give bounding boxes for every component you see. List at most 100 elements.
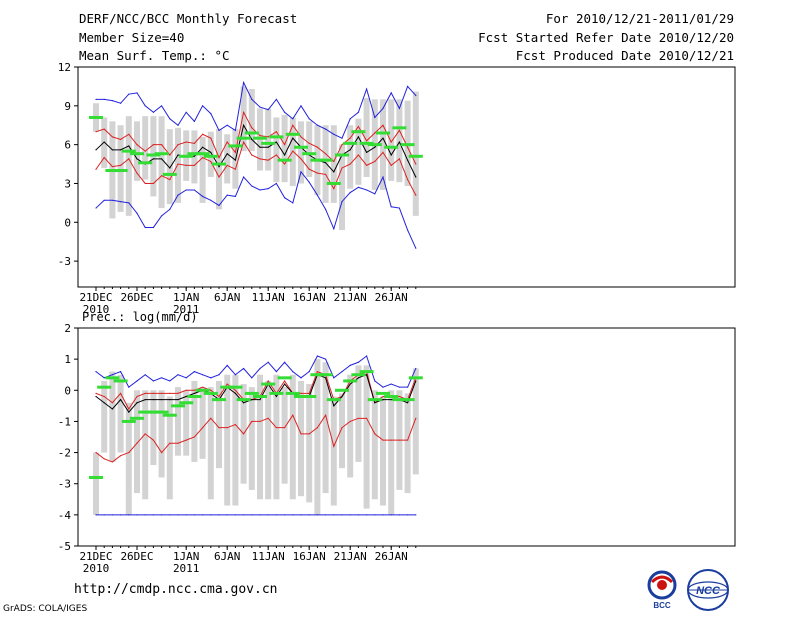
series-max-point xyxy=(152,380,154,382)
series-upper-point xyxy=(185,389,187,391)
series-lower xyxy=(95,413,417,463)
series-max-point xyxy=(398,107,400,110)
series-max-point xyxy=(325,358,327,360)
ensemble-bar xyxy=(150,390,157,466)
series-mean-point xyxy=(275,395,277,398)
x-tick-year: 2011 xyxy=(173,562,200,575)
ensemble-bar xyxy=(158,390,165,478)
ncc-logo-label: NCC xyxy=(696,585,721,597)
series-lower-point xyxy=(111,461,113,463)
x-tick-label: 26DEC xyxy=(120,291,153,304)
x-tick-label: 16JAN xyxy=(293,550,326,563)
y-tick-label: 1 xyxy=(64,353,71,366)
series-upper-point xyxy=(316,146,318,148)
series-lower-point xyxy=(177,163,179,165)
series-max-point xyxy=(185,377,187,379)
ensemble-bar xyxy=(109,371,116,462)
series-max-point xyxy=(349,364,351,366)
series-max-point xyxy=(120,371,122,373)
series-mean-point xyxy=(366,151,368,154)
series-max-point xyxy=(407,386,409,388)
series-lower-point xyxy=(284,427,286,429)
series-mean-point xyxy=(95,395,97,398)
series-upper-point xyxy=(120,138,122,141)
ensemble-bar xyxy=(248,89,255,152)
series-mean-point xyxy=(136,402,138,404)
series-mean-point xyxy=(275,141,277,143)
ensemble-bar xyxy=(322,362,329,494)
series-min-point xyxy=(120,514,122,516)
series-max-point xyxy=(243,81,245,84)
series-upper-point xyxy=(333,160,335,163)
observation-mark xyxy=(228,144,243,148)
series-min-point xyxy=(128,514,130,516)
series-max-point xyxy=(275,371,277,373)
series-min-point xyxy=(357,186,359,188)
series-max-point xyxy=(95,371,97,373)
series-lower-point xyxy=(243,141,245,143)
series-upper-point xyxy=(259,134,261,137)
y-tick-label: 3 xyxy=(64,177,71,190)
series-min-point xyxy=(103,199,105,201)
series-min-point xyxy=(275,514,277,516)
series-mean-point xyxy=(120,149,122,151)
series-lower-point xyxy=(407,178,409,181)
series-max-point xyxy=(382,386,384,388)
series-mean-point xyxy=(407,159,409,161)
series-mean-point xyxy=(144,399,146,401)
ensemble-bar xyxy=(330,125,337,203)
series-upper-point xyxy=(111,402,113,404)
ensemble-bar xyxy=(322,125,329,203)
series-mean-point xyxy=(111,149,113,151)
y-tick-label: -1 xyxy=(58,415,71,428)
series-max-point xyxy=(300,377,302,379)
series-max-point xyxy=(234,129,236,132)
series-lower-point xyxy=(398,439,400,441)
series-upper-point xyxy=(251,127,253,129)
series-lower-point xyxy=(349,163,351,165)
observation-mark xyxy=(376,131,390,135)
observation-mark xyxy=(154,410,169,414)
ensemble-bar xyxy=(248,387,255,490)
series-max-point xyxy=(128,93,130,95)
series-upper-point xyxy=(382,395,384,398)
series-mean-point xyxy=(341,395,343,398)
series-min-point xyxy=(161,215,163,217)
ensemble-bar xyxy=(183,390,190,456)
series-min-point xyxy=(226,514,228,516)
observation-mark xyxy=(351,373,366,377)
observation-mark xyxy=(130,416,144,420)
series-upper-point xyxy=(308,142,310,144)
ensemble-bar xyxy=(175,387,181,456)
series-upper-point xyxy=(308,392,310,394)
series-upper-point xyxy=(144,150,146,152)
series-mean-point xyxy=(259,146,261,148)
series-upper-point xyxy=(193,389,195,391)
series-mean-point xyxy=(202,146,204,148)
series-min-point xyxy=(152,514,154,516)
series-upper-point xyxy=(341,144,343,146)
series-mean-point xyxy=(136,158,138,160)
series-upper-point xyxy=(152,144,154,146)
plot-frame xyxy=(77,327,736,547)
observation-mark xyxy=(253,136,267,140)
series-lower-point xyxy=(308,168,310,170)
series-min-point xyxy=(185,189,187,191)
series-max-point xyxy=(136,92,138,94)
series-upper-point xyxy=(349,137,351,139)
observation-mark xyxy=(269,135,284,139)
observation-mark xyxy=(302,395,317,399)
series-mean-point xyxy=(390,399,392,401)
series-min-point xyxy=(169,514,171,516)
series-min-point xyxy=(202,195,204,198)
y-tick-label: -2 xyxy=(58,447,71,460)
source-url[interactable]: http://cmdp.ncc.cma.gov.cn xyxy=(74,582,278,597)
series-min-point xyxy=(275,182,277,185)
series-mean-point xyxy=(103,402,105,404)
series-lower-point xyxy=(234,168,236,170)
series-max-point xyxy=(357,361,359,363)
series-max-point xyxy=(136,380,138,382)
series-lower-point xyxy=(333,188,335,190)
series-min-point xyxy=(136,212,138,214)
series-min-point xyxy=(325,514,327,516)
